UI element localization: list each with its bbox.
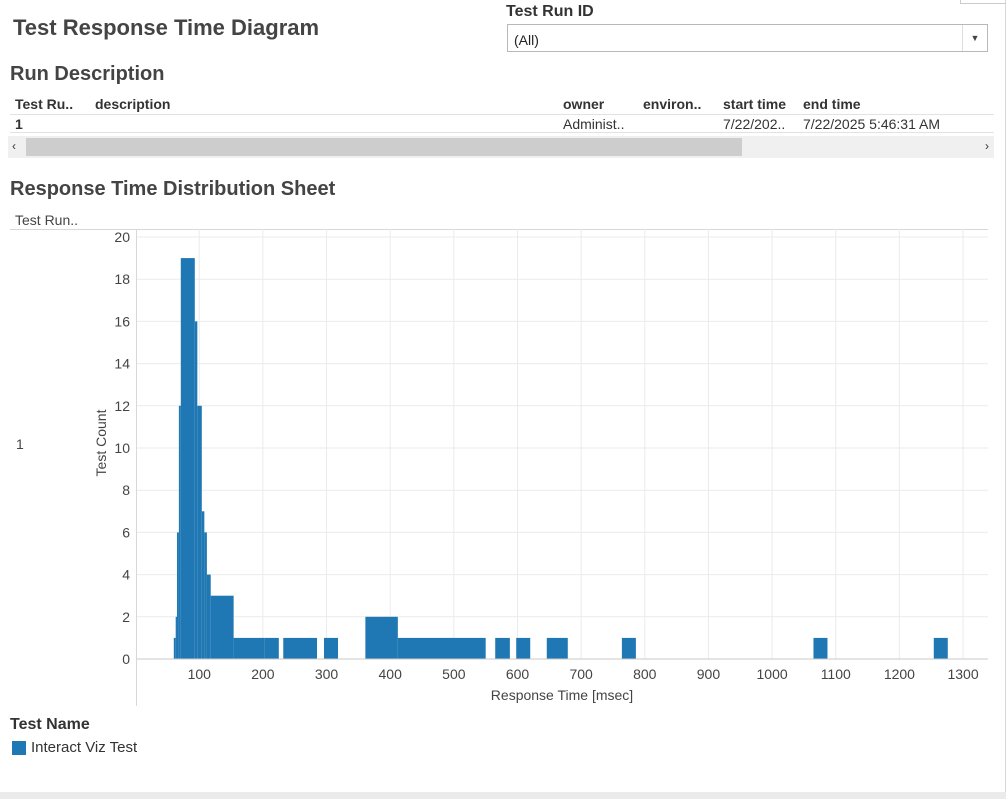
cell-end-time: 7/22/2025 5:46:31 AM [803,116,940,132]
legend-label: Interact Viz Test [31,739,138,756]
y-tick-label: 14 [114,356,130,372]
dashboard-title: Test Response Time Diagram [13,15,320,40]
histogram-bar[interactable] [194,321,198,659]
y-tick-label: 4 [122,567,130,583]
bottom-bar [0,792,1006,799]
filter-label: Test Run ID [506,3,594,20]
column-header-owner[interactable]: owner [563,96,605,112]
test-run-filter-dropdown[interactable]: (All) ▼ [507,24,988,52]
x-tick-label: 1300 [947,666,978,682]
x-tick-label: 700 [569,666,593,682]
histogram-bar[interactable] [546,637,568,659]
histogram-bar[interactable] [175,616,177,659]
corner-frame [960,0,1006,4]
bars [173,258,948,659]
x-tick-label: 500 [442,666,466,682]
y-tick-label: 12 [114,398,130,414]
histogram-bar[interactable] [233,637,265,659]
column-header-description[interactable]: description [95,96,171,112]
scroll-left-icon[interactable]: ‹ [12,139,16,153]
legend-title: Test Name [10,716,90,733]
sheet-header-divider [10,229,988,230]
response-time-histogram: 0 2 4 6 8 10 12 14 16 18 20 100 200 300 400 500 600 700 8… [93,229,988,703]
histogram-bar[interactable] [201,511,205,659]
y-tick-label: 8 [122,482,130,498]
grid [137,229,988,659]
table-divider [10,114,994,115]
y-tick-label: 18 [114,271,130,287]
histogram-bar[interactable] [283,637,318,659]
x-axis-label: Response Time [msec] [491,687,633,703]
column-header-start-time[interactable]: start time [723,96,787,112]
x-tick-label: 1200 [884,666,915,682]
x-tick-label: 1000 [757,666,788,682]
row-header-divider [136,229,137,706]
histogram-bar[interactable] [197,405,202,659]
histogram-bar[interactable] [933,637,948,659]
histogram-bar[interactable] [204,532,207,659]
histogram-bar[interactable] [813,637,828,659]
x-tick-label: 1100 [821,666,851,682]
x-tick-label: 300 [315,666,339,682]
y-tick-label: 6 [122,524,130,540]
histogram-bar[interactable] [621,637,636,659]
horizontal-scrollbar[interactable]: ‹ › [8,136,994,158]
chevron-down-icon[interactable]: ▼ [962,25,987,51]
histogram-bar[interactable] [516,637,531,659]
histogram-bar[interactable] [173,637,176,659]
cell-owner: Administ.. [563,116,625,132]
legend-item[interactable]: Interact Viz Test [12,739,137,756]
y-tick-label: 10 [114,440,130,456]
histogram-bar[interactable] [397,637,486,659]
x-tick-label: 600 [506,666,530,682]
column-header-environment[interactable]: environ.. [643,96,702,112]
column-header-test-run[interactable]: Test Ru.. [15,96,74,112]
histogram-bar[interactable] [495,637,510,659]
x-tick-label: 200 [251,666,275,682]
histogram-bar[interactable] [324,637,339,659]
column-header-end-time[interactable]: end time [803,96,861,112]
run-description-title: Run Description [10,63,165,85]
y-tick-label: 0 [122,651,130,667]
x-tick-label: 400 [379,666,403,682]
y-tick-label: 20 [114,229,130,245]
legend-swatch [12,740,26,755]
y-tick-labels: 0 2 4 6 8 10 12 14 16 18 20 [114,229,130,667]
x-tick-labels: 100 200 300 400 500 600 700 800 900 1000 1100 1200 1… [188,666,979,682]
filter-selected-value: (All) [514,32,539,48]
histogram-bar[interactable] [264,637,279,659]
x-tick-label: 100 [188,666,212,682]
distribution-sheet-title: Response Time Distribution Sheet [10,178,336,200]
histogram-bar[interactable] [178,405,181,659]
table-divider [10,132,994,133]
x-tick-label: 900 [697,666,721,682]
row-header-test-run[interactable]: Test Run.. [15,212,79,228]
y-tick-label: 2 [122,609,130,625]
histogram-bar[interactable] [206,574,211,659]
scroll-right-icon[interactable]: › [985,139,989,153]
histogram-bar[interactable] [176,532,179,659]
cell-start-time: 7/22/202.. [723,116,786,132]
histogram-bar[interactable] [180,258,195,659]
y-axis-label: Test Count [93,409,109,476]
histogram-bar[interactable] [210,595,234,659]
y-tick-label: 16 [114,313,130,329]
row-value-test-run: 1 [16,436,24,452]
scrollbar-thumb[interactable] [26,138,742,156]
cell-test-run: 1 [15,116,23,132]
x-tick-label: 800 [633,666,657,682]
histogram-bar[interactable] [365,616,398,659]
